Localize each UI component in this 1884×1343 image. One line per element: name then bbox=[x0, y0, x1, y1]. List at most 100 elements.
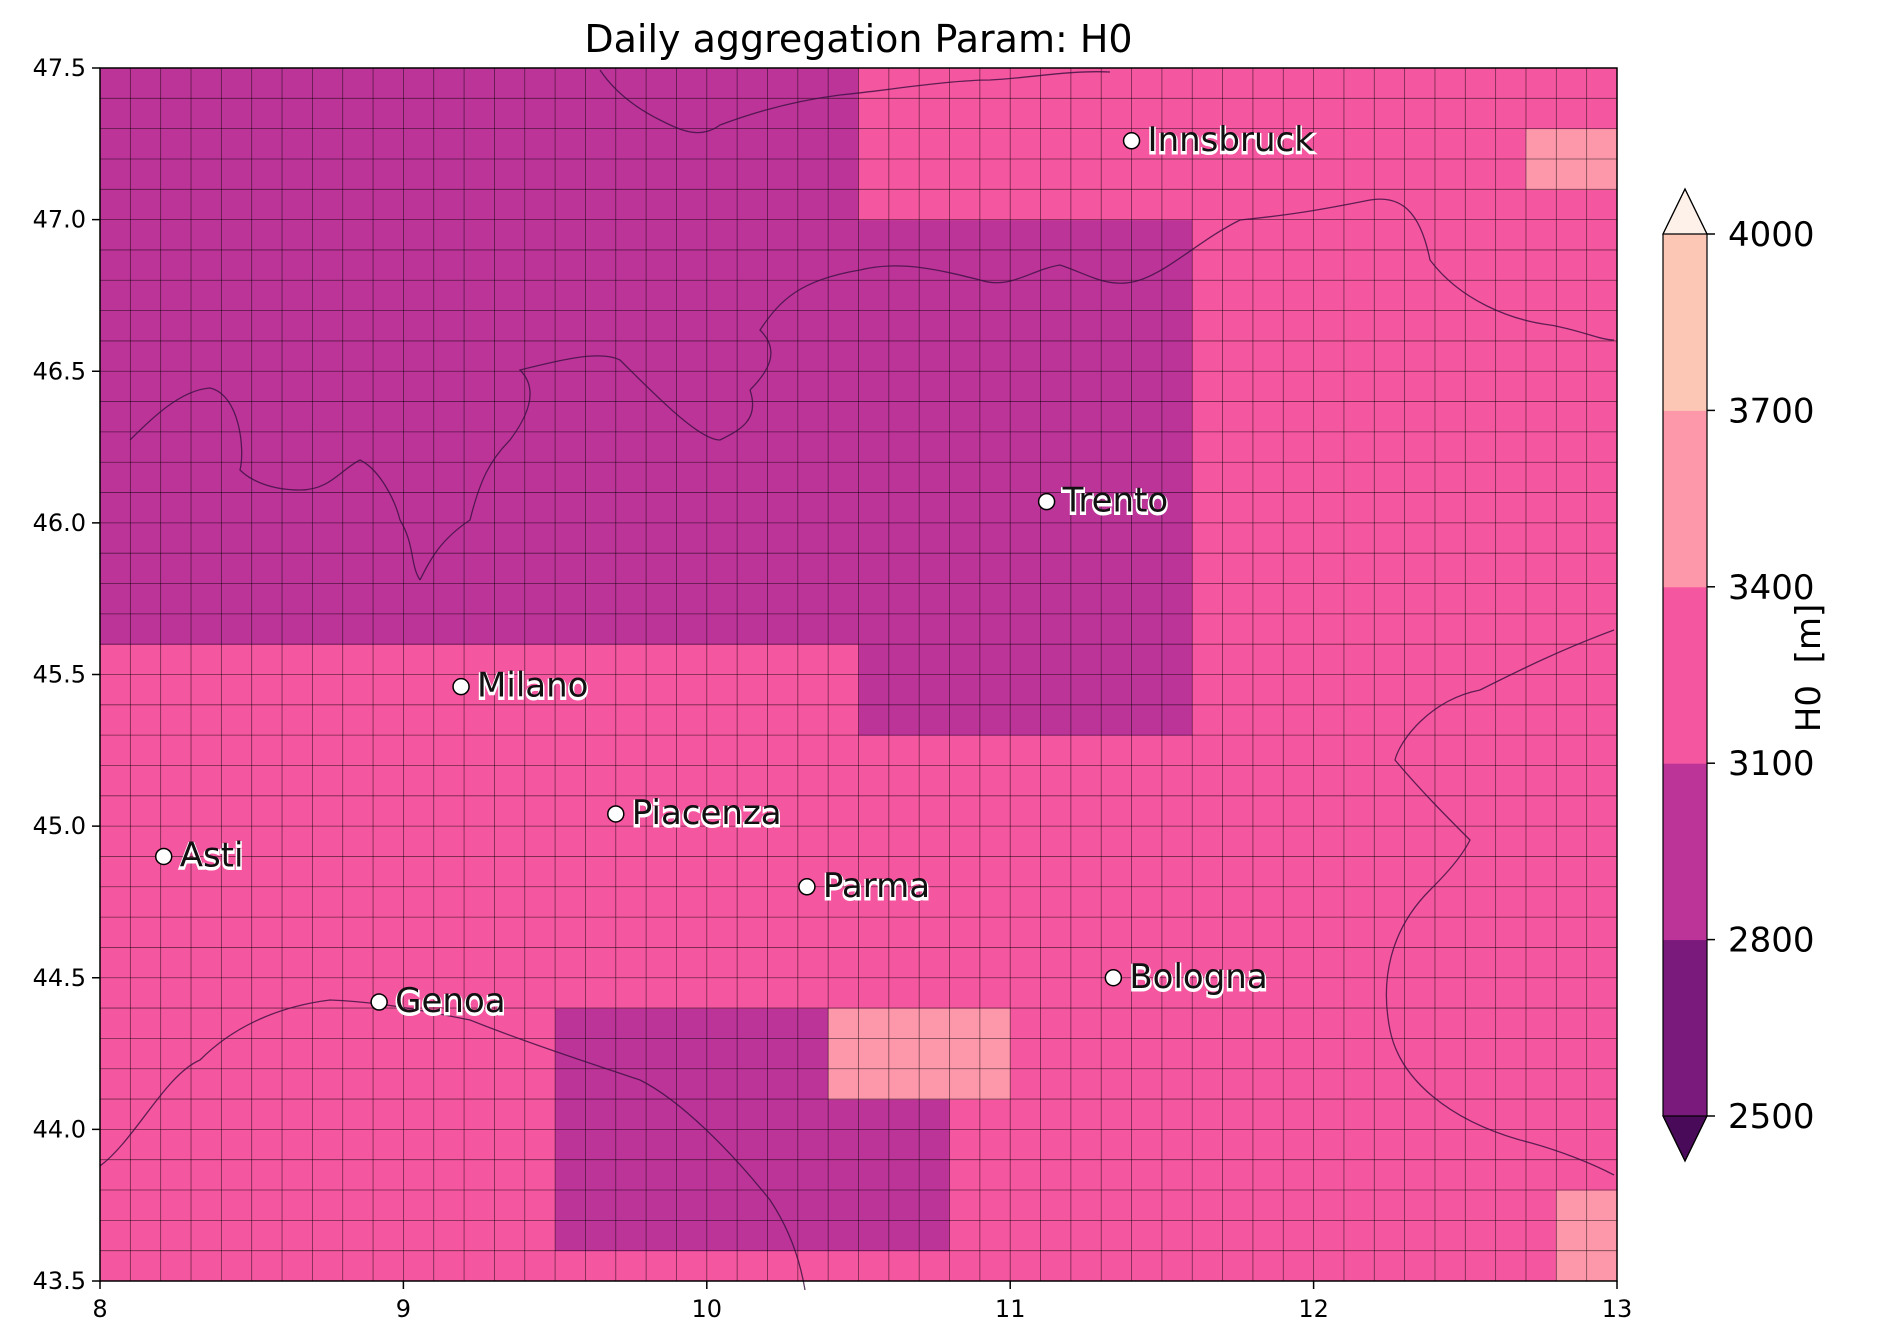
heatmap-cell bbox=[706, 795, 738, 827]
heatmap-cell bbox=[191, 977, 222, 1009]
heatmap-cell bbox=[979, 947, 1011, 979]
heatmap-cell bbox=[949, 735, 981, 766]
heatmap-cell bbox=[494, 795, 526, 827]
heatmap-cell bbox=[1404, 522, 1436, 554]
heatmap-cell bbox=[494, 1068, 526, 1100]
heatmap-cell bbox=[312, 947, 344, 979]
heatmap-cell bbox=[191, 310, 222, 342]
heatmap-cell bbox=[160, 340, 192, 372]
heatmap-cell bbox=[1556, 1068, 1588, 1100]
heatmap-cell bbox=[524, 947, 556, 979]
heatmap-cell bbox=[858, 1190, 890, 1221]
heatmap-cell bbox=[1495, 98, 1527, 130]
heatmap-cell bbox=[1010, 856, 1042, 888]
heatmap-cell bbox=[797, 431, 829, 463]
heatmap-cell bbox=[1374, 1220, 1406, 1252]
heatmap-cell bbox=[130, 856, 162, 888]
heatmap-cell bbox=[858, 371, 890, 403]
heatmap-cell bbox=[1465, 613, 1497, 645]
heatmap-cell bbox=[282, 613, 313, 645]
chart-title: Daily aggregation Param: H0 bbox=[584, 17, 1133, 61]
heatmap-cell bbox=[221, 704, 253, 736]
heatmap-cell bbox=[1495, 128, 1527, 160]
heatmap-cell bbox=[1283, 492, 1315, 524]
heatmap-cell bbox=[1404, 977, 1436, 1009]
heatmap-cell bbox=[979, 856, 1011, 888]
heatmap-cell bbox=[342, 1159, 374, 1191]
heatmap-cell bbox=[1586, 522, 1618, 554]
heatmap-cell bbox=[737, 765, 768, 797]
heatmap-cell bbox=[1161, 977, 1193, 1009]
heatmap-cell bbox=[585, 492, 617, 524]
heatmap-cell bbox=[797, 553, 829, 585]
heatmap-cell bbox=[373, 1129, 404, 1161]
heatmap-cell bbox=[191, 219, 222, 251]
heatmap-cell bbox=[737, 1190, 768, 1221]
heatmap-cell bbox=[373, 704, 404, 736]
colorbar-segment bbox=[1663, 234, 1707, 411]
y-tick-label: 44.0 bbox=[33, 1115, 86, 1143]
heatmap-cell bbox=[615, 1038, 647, 1070]
heatmap-cell bbox=[1131, 1190, 1163, 1221]
heatmap-cell bbox=[160, 795, 192, 827]
heatmap-cell bbox=[1495, 795, 1527, 827]
heatmap-cell bbox=[433, 249, 465, 281]
heatmap-cell bbox=[828, 674, 859, 706]
heatmap-cell bbox=[1495, 1068, 1527, 1100]
heatmap-cell bbox=[1525, 583, 1557, 615]
heatmap-cell bbox=[797, 1190, 829, 1221]
heatmap-cell bbox=[312, 340, 344, 372]
heatmap-cell bbox=[1586, 947, 1618, 979]
heatmap-cell bbox=[1404, 886, 1436, 918]
heatmap-cell bbox=[767, 401, 799, 433]
heatmap-cell bbox=[1161, 917, 1193, 948]
heatmap-cell bbox=[373, 98, 404, 130]
heatmap-cell bbox=[342, 917, 374, 948]
heatmap-cell bbox=[1434, 1099, 1466, 1130]
heatmap-cell bbox=[646, 371, 677, 403]
heatmap-cell bbox=[919, 1099, 951, 1130]
heatmap-cell bbox=[251, 158, 283, 190]
heatmap-cell bbox=[555, 1099, 586, 1130]
heatmap-cell bbox=[1222, 249, 1254, 281]
heatmap-cell bbox=[100, 1038, 131, 1070]
heatmap-cell bbox=[494, 249, 526, 281]
heatmap-cell bbox=[1252, 886, 1284, 918]
heatmap-cell bbox=[130, 1220, 162, 1252]
heatmap-cell bbox=[1252, 1159, 1284, 1191]
heatmap-cell bbox=[1192, 977, 1224, 1009]
heatmap-cell bbox=[1525, 1008, 1557, 1039]
heatmap-cell bbox=[585, 977, 617, 1009]
heatmap-cell bbox=[312, 280, 344, 312]
heatmap-cell bbox=[676, 765, 708, 797]
heatmap-cell bbox=[1495, 947, 1527, 979]
heatmap-cell bbox=[828, 431, 859, 463]
heatmap-cell bbox=[1556, 553, 1588, 585]
heatmap-cell bbox=[1465, 553, 1497, 585]
heatmap-cell bbox=[1374, 310, 1406, 342]
heatmap-cell bbox=[828, 280, 859, 312]
heatmap-cell bbox=[706, 644, 738, 675]
heatmap-cell bbox=[464, 977, 495, 1009]
heatmap-cell bbox=[1070, 492, 1102, 524]
heatmap-cell bbox=[191, 735, 222, 766]
heatmap-cell bbox=[1525, 886, 1557, 918]
heatmap-cell bbox=[979, 795, 1011, 827]
heatmap-cell bbox=[676, 1129, 708, 1161]
heatmap-cell bbox=[494, 886, 526, 918]
heatmap-cell bbox=[1283, 613, 1315, 645]
heatmap-cell bbox=[858, 462, 890, 494]
heatmap-cell bbox=[403, 401, 435, 433]
heatmap-cell bbox=[1434, 189, 1466, 221]
heatmap-cell bbox=[737, 219, 768, 251]
heatmap-cell bbox=[1434, 128, 1466, 160]
heatmap-cell bbox=[1313, 583, 1345, 615]
heatmap-cell bbox=[433, 189, 465, 221]
heatmap-cell bbox=[1374, 795, 1406, 827]
heatmap-cell bbox=[828, 917, 859, 948]
heatmap-cell bbox=[676, 158, 708, 190]
heatmap-cell bbox=[888, 1250, 920, 1282]
heatmap-cell bbox=[1101, 674, 1133, 706]
heatmap-cell bbox=[464, 644, 495, 675]
heatmap-cell bbox=[1343, 765, 1375, 797]
